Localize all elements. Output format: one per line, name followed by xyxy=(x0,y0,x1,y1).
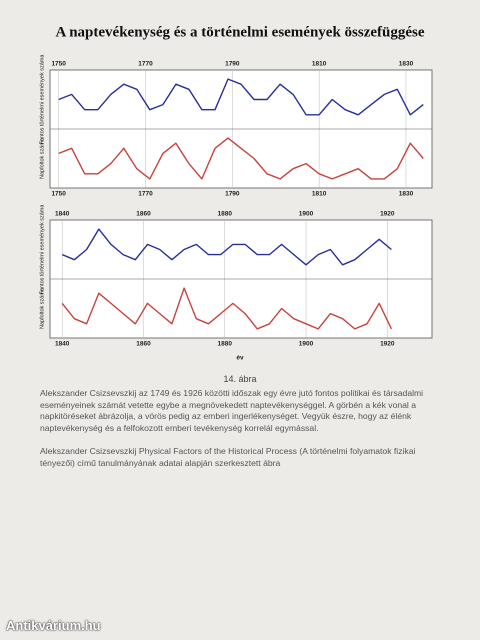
x-tick-label: 1920 xyxy=(380,211,395,218)
x-tick-label: 1830 xyxy=(399,61,414,68)
x-axis-label: év xyxy=(236,355,244,362)
data-line xyxy=(58,137,424,180)
x-tick-label: 1790 xyxy=(225,191,240,198)
x-tick-label: 1880 xyxy=(218,211,233,218)
y-axis-label: Napfoltok száma xyxy=(39,287,45,329)
x-tick-label: 1840 xyxy=(55,341,70,348)
x-tick-label: 1900 xyxy=(299,211,314,218)
y-axis-label: Napfoltok száma xyxy=(39,137,45,179)
watermark: Antikvárium.hu xyxy=(6,618,101,633)
x-tick-label: 1920 xyxy=(380,341,395,348)
x-tick-label: 1750 xyxy=(51,191,66,198)
y-axis-label: Fontos történelmi események száma xyxy=(39,204,45,295)
x-tick-label: 1810 xyxy=(312,61,327,68)
paragraph: Alekszander Csizsevszkij az 1749 és 1926… xyxy=(40,388,424,433)
x-tick-label: 1810 xyxy=(312,191,327,198)
data-line xyxy=(61,228,392,266)
figure: A naptevékenység és a történelmi esemény… xyxy=(39,24,433,362)
x-tick-label: 1840 xyxy=(55,211,70,218)
x-tick-label: 1750 xyxy=(51,61,66,68)
data-line xyxy=(61,287,393,330)
x-tick-label: 1770 xyxy=(138,191,153,198)
page-title: A naptevékenység és a történelmi esemény… xyxy=(55,24,424,40)
x-tick-label: 1790 xyxy=(225,61,240,68)
x-tick-label: 1830 xyxy=(399,191,414,198)
x-tick-label: 1900 xyxy=(299,341,314,348)
x-tick-label: 1860 xyxy=(136,211,151,218)
x-tick-label: 1770 xyxy=(138,61,153,68)
caption: 14. ábra xyxy=(223,374,257,384)
data-line xyxy=(58,78,424,116)
x-tick-label: 1880 xyxy=(218,341,233,348)
y-axis-label: Fontos történelmi események száma xyxy=(39,54,45,145)
x-tick-label: 1860 xyxy=(136,341,151,348)
paragraph: Alekszander Csizsevszkij Physical Factor… xyxy=(40,446,416,468)
